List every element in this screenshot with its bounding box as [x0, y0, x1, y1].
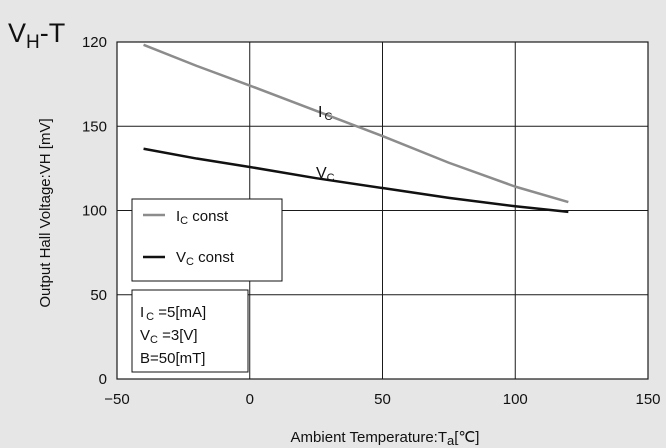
condition-vc: VC =3[V] — [140, 327, 198, 346]
series-label-vc-sub: C — [327, 172, 335, 184]
condition-ic-main: I — [140, 304, 144, 321]
condition-ic-rest: =5[mA] — [154, 304, 206, 321]
legend-entry-ic-main: I — [176, 208, 180, 225]
legend-entry-vc: VC const — [176, 249, 235, 268]
series-label-ic-sub: C — [324, 111, 332, 123]
legend-entry-vc-rest: const — [194, 249, 235, 266]
y-tick-label: 0 — [99, 371, 107, 388]
x-tick-label: 100 — [503, 391, 528, 408]
legend-box — [131, 198, 283, 282]
x-axis-label-pre: Ambient Temperature:T — [291, 429, 447, 446]
x-axis-label-sub: a — [447, 433, 455, 448]
y-tick-label: 50 — [90, 287, 107, 304]
condition-b-rest: =50[mT] — [150, 350, 205, 367]
legend-entry-ic-rest: const — [188, 208, 229, 225]
x-axis-label: Ambient Temperature:Ta[℃] — [291, 429, 480, 448]
condition-b: B=50[mT] — [140, 350, 205, 367]
y-tick-label: 100 — [82, 203, 107, 220]
series-line-vc — [143, 147, 569, 214]
series-label-ic-main: I — [318, 104, 322, 121]
condition-vc-main: V — [140, 327, 150, 344]
condition-vc-sub: C — [150, 334, 158, 346]
condition-b-main: B — [140, 350, 150, 367]
y-tick-label: 120 — [82, 34, 107, 51]
series-label-vc-main: V — [316, 165, 327, 182]
y-tick-labels: 0 50 100 150 120 — [82, 34, 107, 388]
y-axis-label: Output Hall Voltage:VH [mV] — [37, 118, 54, 307]
chart-title-main: V — [8, 18, 26, 48]
legend-entry-vc-main: V — [176, 249, 186, 266]
chart-title-suffix: -T — [40, 18, 65, 48]
series-line-ic — [143, 43, 569, 204]
legend-entry-ic: IC const — [176, 208, 229, 227]
x-tick-label: 50 — [374, 391, 391, 408]
conditions-box-frame — [131, 289, 249, 373]
legend-entry-ic-sub: C — [180, 215, 188, 227]
x-axis-label-post: [℃] — [454, 429, 479, 446]
y-tick-label: 150 — [82, 118, 107, 135]
x-tick-label: 0 — [246, 391, 254, 408]
chart-title-sub: H — [26, 32, 40, 53]
condition-vc-rest: =3[V] — [158, 327, 198, 344]
series-label-vc: VC — [316, 165, 335, 184]
plot-frame — [116, 41, 649, 380]
chart-title: VH-T — [8, 18, 65, 53]
x-tick-label: −50 — [104, 391, 129, 408]
condition-ic-sub: C — [146, 311, 154, 323]
legend-entry-vc-sub: C — [186, 256, 194, 268]
x-tick-labels: −50 0 50 100 150 — [104, 391, 660, 408]
x-tick-label: 150 — [635, 391, 660, 408]
legend: IC const VC const — [131, 198, 283, 282]
series-layer — [143, 43, 569, 214]
